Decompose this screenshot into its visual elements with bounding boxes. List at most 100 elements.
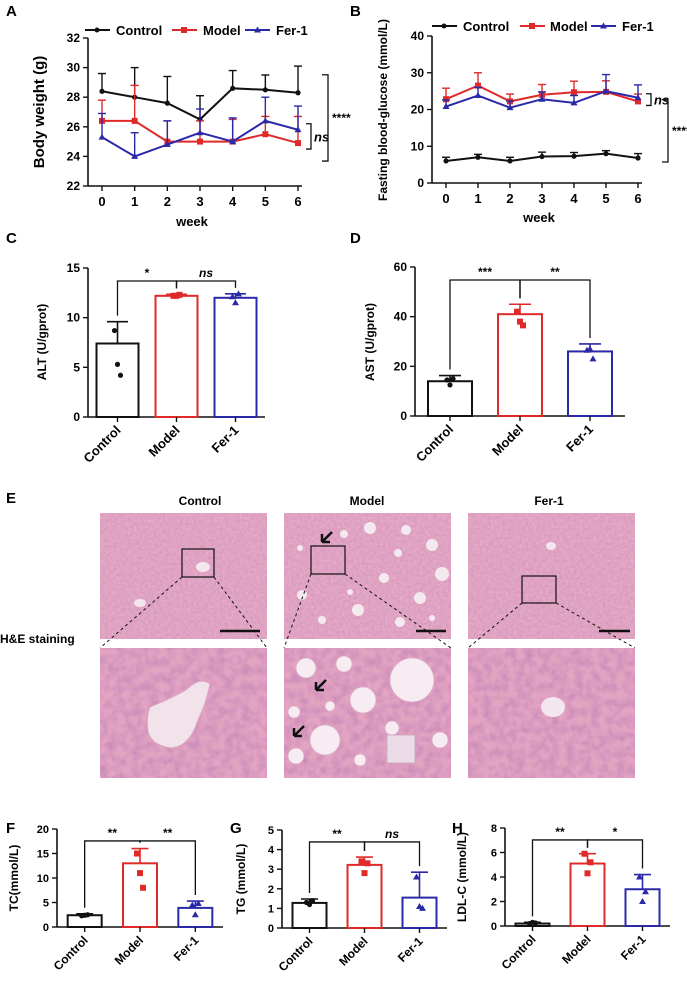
chart-c-ylabel: ALT (U/gprot) [35, 304, 49, 380]
chart-g-data-point [309, 897, 316, 904]
chart-h-ytick-label: 8 [491, 823, 497, 835]
chart-a-ytick-label: 22 [67, 179, 81, 193]
chart-c-data-point [235, 290, 242, 297]
chart-f-bar-group [122, 847, 158, 928]
legend-b-fer1: Fer-1 [622, 19, 654, 34]
chart-b-point [443, 158, 449, 164]
chart-a-sig-ns: ns [314, 129, 329, 144]
chart-b-ytick-label: 10 [411, 139, 425, 153]
chart-d-sig-label: *** [478, 265, 492, 279]
chart-b-ytick-label: 0 [417, 176, 424, 190]
chart-d-ytick-label: 0 [400, 409, 407, 423]
chart-c-sig-label: * [145, 266, 150, 280]
chart-a-point [163, 141, 171, 148]
chart-c-bar-group [95, 320, 140, 419]
chart-f-data-point [191, 911, 199, 918]
chart-b-xtick-label: 0 [442, 191, 449, 206]
chart-a-point [262, 87, 268, 93]
chart-c-bar [213, 296, 258, 418]
he-section: Control Model Fer-1 H&E staining [0, 494, 636, 778]
chart-b-point [635, 155, 641, 161]
chart-h-sig-label: * [613, 825, 618, 839]
chart-b-point [506, 104, 514, 111]
chart-b-point [475, 82, 481, 89]
chart-d-sig-label: ** [550, 265, 560, 279]
chart-g-bar-group [346, 856, 383, 929]
chart-g-ytick-label: 1 [268, 903, 274, 915]
chart-a-bracket-stars [322, 74, 329, 162]
chart-g-data-point [364, 860, 371, 867]
chart-h-ytick-label: 4 [491, 872, 498, 884]
chart-g-bar-group [291, 897, 328, 929]
chart-a-xtick-label: 6 [294, 194, 301, 209]
chart-a-sig-stars: **** [332, 111, 351, 125]
chart-c-ytick-label: 5 [73, 360, 80, 374]
chart-f-sig-label: ** [108, 826, 118, 840]
chart-g-ytick-label: 4 [268, 845, 275, 857]
chart-h-bar-group [624, 873, 661, 927]
chart-f-data-point [140, 884, 146, 891]
chart-b-point [474, 92, 482, 99]
legend-a-fer1: Fer-1 [276, 23, 308, 38]
chart-a-point [131, 117, 138, 124]
chart-b-point [634, 94, 642, 101]
chart-b-xtick-label: 6 [634, 191, 641, 206]
chart-f-bar-group [177, 899, 214, 929]
chart-h-ylabel: LDL-C (mmol/L) [455, 832, 469, 922]
chart-g-category-label: Control [276, 934, 316, 974]
he-fer1-low [468, 513, 635, 639]
chart-g-sig-bracket [363, 841, 421, 867]
chart-b-xtick-label: 1 [474, 191, 481, 206]
chart-f-ytick-label: 5 [43, 898, 49, 910]
chart-a-bracket-ns [306, 123, 312, 150]
chart-c-data-point [232, 299, 239, 306]
panel-letter-e: E [6, 490, 16, 507]
chart-h-data-point [636, 873, 643, 880]
chart-b-series-2 [442, 73, 642, 111]
chart-b-sig-stars: **** [672, 124, 687, 138]
he-zoom-lines [99, 573, 636, 649]
chart-a-series-2 [98, 96, 302, 159]
chart-d-bar-group [427, 374, 473, 418]
chart-c-bar [154, 294, 199, 418]
chart-g-ytick-label: 3 [268, 864, 274, 876]
chart-h-ytick-label: 0 [491, 921, 497, 933]
chart-d-category-label: Model [489, 422, 526, 459]
chart-c-category-label: Model [145, 423, 182, 460]
chart-d-data-point [520, 322, 526, 329]
chart-c-bar-group [213, 290, 258, 418]
chart-c-data-point [114, 361, 121, 367]
chart-a-xtick-label: 1 [131, 194, 138, 209]
chart-a-ytick-label: 28 [67, 90, 81, 104]
chart-h-data-point [581, 850, 588, 857]
panel-letter-d: D [350, 230, 361, 247]
chart-a-xtick-label: 2 [164, 194, 171, 209]
chart-d-bar [497, 313, 543, 417]
chart-h-ytick-label: 6 [491, 848, 497, 860]
chart-g-ytick-label: 5 [268, 825, 274, 837]
chart-f-data-point [134, 850, 140, 857]
chart-g-data-point [306, 901, 313, 908]
chart-a-ytick-label: 32 [67, 31, 81, 45]
chart-c-data-point [111, 327, 118, 334]
he-staining-label: H&E staining [0, 632, 75, 646]
chart-b-point [539, 153, 545, 160]
chart-a-ylabel: Body weight (g) [31, 56, 48, 169]
he-title-fer1: Fer-1 [534, 494, 564, 508]
chart-g-ylabel: TG (mmol/L) [234, 844, 248, 915]
chart-b-xtick-label: 4 [570, 191, 578, 206]
chart-g-category-label: Fer-1 [395, 934, 426, 965]
chart-a-point [197, 138, 203, 145]
chart-f-category-label: Fer-1 [171, 933, 202, 964]
chart-f-category-label: Control [51, 933, 91, 973]
chart-g-data-point [413, 873, 420, 880]
legend-b-model: Model [550, 19, 588, 34]
chart-g-sig-label: ** [332, 827, 342, 841]
chart-d-data-point [514, 308, 520, 315]
chart-c: 0 5 10 15 ALT (U/gprot) Control Model Fer-1 * ns [35, 261, 265, 466]
chart-d-data-point [586, 345, 594, 352]
